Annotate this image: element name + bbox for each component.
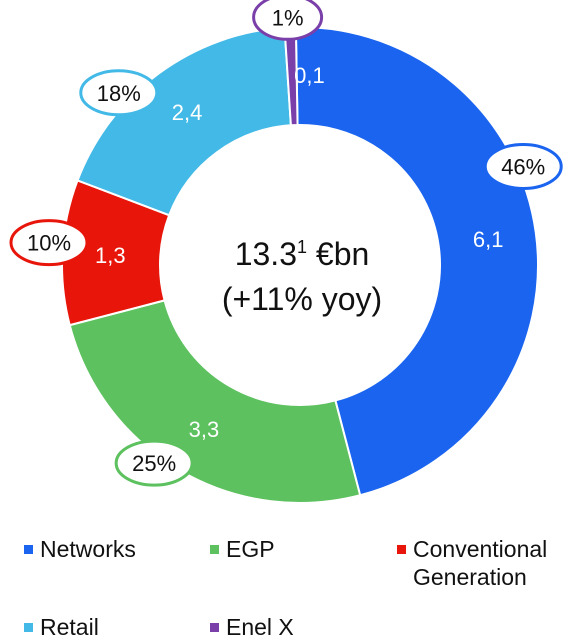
center-unit: €bn: [307, 236, 369, 272]
percent-label: 46%: [501, 154, 545, 179]
percent-callout-conventional-generation: 10%: [9, 219, 89, 267]
value-label-egp: 3,3: [189, 417, 220, 442]
center-yoy: (+11% yoy): [222, 281, 382, 317]
percent-label: 18%: [97, 81, 141, 106]
value-label-networks: 6,1: [473, 227, 504, 252]
percent-callout-border: [114, 439, 194, 487]
slice-egp: [68, 299, 362, 504]
percent-label: 1%: [272, 5, 304, 30]
percent-callout-border: [483, 142, 563, 190]
percent-callout-egp: 25%: [114, 439, 194, 487]
slice-value-labels: 6,1 3,3 1,3 2,4 0,1: [95, 63, 504, 442]
percent-callout-border: [9, 219, 89, 267]
center-total: 13.3: [235, 236, 297, 272]
percent-callout-border: [252, 0, 324, 41]
percent-callout-border: [79, 69, 159, 117]
percent-callout-retail: 18%: [79, 69, 159, 117]
donut-slices: [61, 26, 539, 504]
percent-callouts: 46% 25% 10% 18% 1%: [9, 0, 563, 487]
center-label: 13.31 €bn (+11% yoy): [222, 236, 382, 317]
value-label-enel-x: 0,1: [294, 63, 325, 88]
center-footnote-marker: 1: [297, 237, 307, 257]
percent-label: 25%: [132, 451, 176, 476]
percent-callout-networks: 46%: [483, 142, 563, 190]
percent-label: 10%: [27, 231, 71, 256]
value-label-conventional-generation: 1,3: [95, 243, 126, 268]
percent-callout-enel-x: 1%: [252, 0, 324, 41]
slice-networks: [294, 26, 539, 497]
svg-text:13.31 €bn: 13.31 €bn: [235, 236, 370, 272]
value-label-retail: 2,4: [172, 100, 203, 125]
